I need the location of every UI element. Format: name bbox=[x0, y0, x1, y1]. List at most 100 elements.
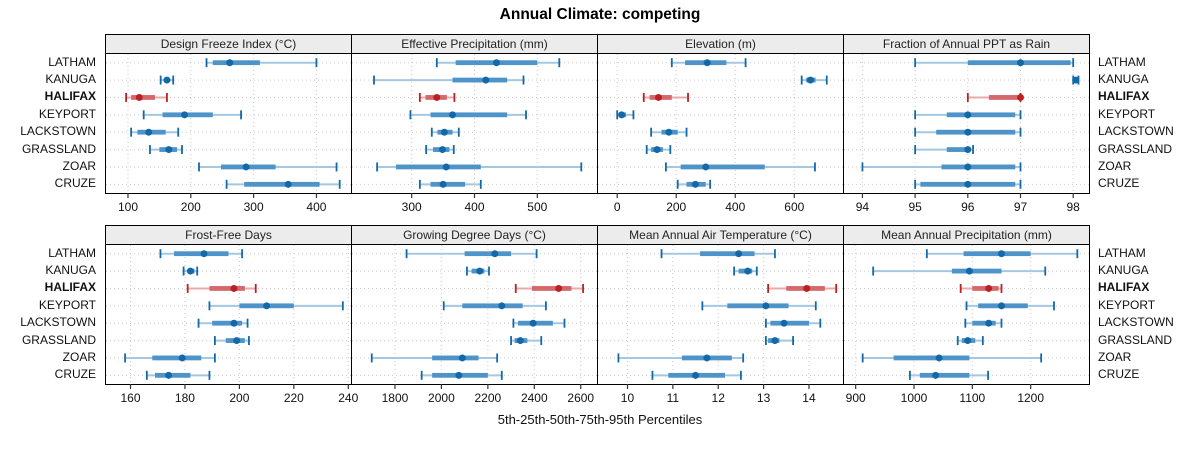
band-25-75 bbox=[919, 372, 970, 378]
median-dot bbox=[438, 146, 446, 154]
interval-zoar bbox=[861, 162, 1022, 172]
axis-tick-label: 600 bbox=[784, 200, 804, 214]
panel-title: Fraction of Annual PPT as Rain bbox=[882, 37, 1051, 51]
median-dot bbox=[242, 163, 250, 171]
interval-zoar bbox=[861, 353, 1043, 363]
site-label-cruze: CRUZE bbox=[1098, 176, 1140, 191]
median-dot bbox=[433, 93, 441, 101]
interval-keyport bbox=[914, 110, 1022, 120]
axis-tick-label: 2600 bbox=[567, 391, 594, 405]
median-dot bbox=[491, 250, 499, 258]
axis-tick-label: 98 bbox=[1067, 200, 1081, 214]
interval-latham bbox=[159, 249, 244, 259]
interval-zoar bbox=[198, 162, 338, 172]
band-25-75 bbox=[462, 303, 523, 309]
axis-tick-label: 240 bbox=[338, 391, 358, 405]
interval-lackstown bbox=[197, 318, 249, 328]
site-label-zoar: ZOAR bbox=[1098, 349, 1132, 364]
panel-axis: 10 11 12 13 14 bbox=[585, 384, 856, 410]
interval-latham bbox=[205, 58, 318, 68]
median-dot bbox=[653, 146, 661, 154]
median-dot bbox=[771, 337, 779, 345]
site-label-lackstown: LACKSTOWN bbox=[20, 315, 96, 330]
site-label-kanuga: KANUGA bbox=[1098, 72, 1149, 87]
interval-lackstown bbox=[964, 318, 1003, 328]
axis-tick-label: 1100 bbox=[959, 391, 985, 405]
panel-strip: Frost-Free Days bbox=[105, 225, 352, 245]
axis-tick-label: 14 bbox=[802, 391, 816, 405]
panel-strip: Effective Precipitation (mm) bbox=[351, 34, 598, 54]
band-25-75 bbox=[946, 112, 1016, 118]
panel-body-8 bbox=[843, 244, 1090, 385]
median-dot bbox=[1017, 59, 1025, 67]
axis-tick-label: 11 bbox=[667, 391, 680, 405]
median-dot bbox=[163, 76, 171, 84]
median-dot bbox=[932, 371, 940, 379]
site-label-cruze: CRUZE bbox=[54, 176, 96, 191]
panel-title: Effective Precipitation (mm) bbox=[401, 37, 548, 51]
axis-tick-label: 400 bbox=[464, 200, 484, 214]
median-dot bbox=[964, 128, 972, 136]
interval-halifax bbox=[767, 283, 838, 293]
median-dot bbox=[529, 319, 537, 327]
interval-keyport bbox=[142, 110, 242, 120]
interval-grassland bbox=[914, 145, 974, 155]
band-25-75 bbox=[941, 164, 1016, 170]
site-label-kanuga: KANUGA bbox=[45, 263, 96, 278]
interval-kanuga bbox=[373, 75, 525, 85]
median-dot bbox=[703, 354, 711, 362]
interval-kanuga bbox=[466, 266, 490, 276]
site-label-cruze: CRUZE bbox=[54, 367, 96, 382]
interval-zoar bbox=[124, 353, 216, 363]
axis-tick-label: 900 bbox=[846, 391, 866, 405]
median-dot bbox=[458, 354, 466, 362]
panel-plot bbox=[106, 245, 351, 384]
median-dot bbox=[964, 163, 972, 171]
interval-grassland bbox=[956, 336, 984, 346]
band-25-75 bbox=[209, 286, 245, 291]
band-25-75 bbox=[395, 164, 481, 170]
interval-kanuga bbox=[182, 266, 199, 276]
axis-tick-label: 220 bbox=[284, 391, 304, 405]
median-dot bbox=[1072, 76, 1080, 84]
band-25-75 bbox=[946, 147, 971, 152]
x-axis: 10 11 12 13 14 bbox=[621, 384, 816, 405]
median-dot bbox=[476, 267, 484, 275]
site-label-cruze: CRUZE bbox=[1098, 367, 1140, 382]
site-label-keyport: KEYPORT bbox=[38, 297, 96, 312]
axis-tick-label: 1800 bbox=[382, 391, 409, 405]
panel-title: Growing Degree Days (°C) bbox=[403, 228, 546, 242]
interval-kanuga bbox=[800, 75, 828, 85]
panel-axis: 1800 2000 2200 2400 2600 bbox=[339, 384, 610, 410]
panel-body-2 bbox=[351, 53, 598, 194]
band-25-75 bbox=[152, 355, 202, 361]
interval-zoar bbox=[376, 162, 583, 172]
median-dot bbox=[492, 59, 500, 67]
interval-zoar bbox=[617, 353, 745, 363]
axis-tick-label: 97 bbox=[1014, 200, 1028, 214]
interval-grassland bbox=[764, 336, 794, 346]
median-dot bbox=[165, 371, 173, 379]
axis-tick-label: 400 bbox=[725, 200, 745, 214]
axis-tick-label: 160 bbox=[120, 391, 140, 405]
band-25-75 bbox=[893, 355, 970, 361]
median-dot bbox=[440, 128, 448, 136]
axis-tick-label: 10 bbox=[621, 391, 635, 405]
panel-body-7 bbox=[597, 244, 844, 385]
interval-lackstown bbox=[130, 127, 180, 137]
median-dot bbox=[964, 337, 972, 345]
median-dot bbox=[181, 111, 189, 119]
median-dot bbox=[200, 250, 208, 258]
band-25-75 bbox=[452, 77, 508, 83]
interval-halifax bbox=[966, 92, 1025, 102]
median-dot bbox=[230, 284, 238, 292]
interval-halifax bbox=[125, 92, 168, 102]
axis-tick-label: 2000 bbox=[428, 391, 455, 405]
axis-tick-label: 0 bbox=[614, 200, 621, 214]
axis-tick-label: 1000 bbox=[901, 391, 928, 405]
median-dot bbox=[135, 93, 143, 101]
interval-latham bbox=[925, 249, 1079, 259]
site-label-latham: LATHAM bbox=[1098, 54, 1146, 69]
median-dot bbox=[455, 371, 463, 379]
site-label-halifax: HALIFAX bbox=[1098, 89, 1150, 104]
